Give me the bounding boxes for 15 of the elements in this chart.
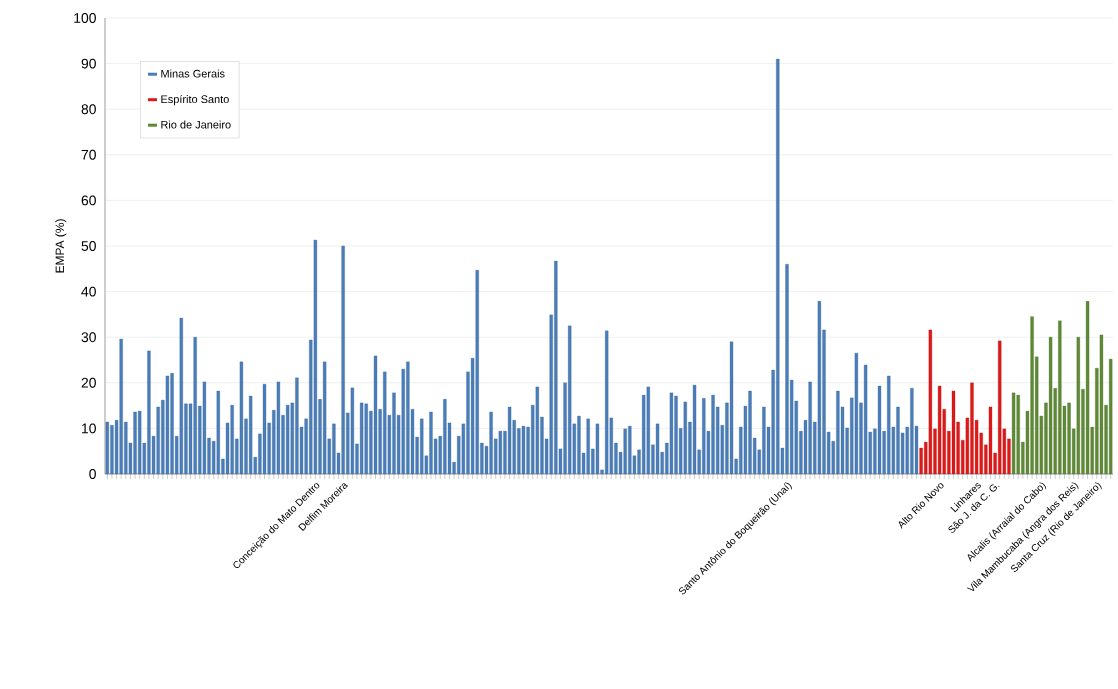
- y-tick-label: 60: [81, 195, 96, 206]
- y-tick-label: 30: [81, 332, 96, 343]
- y-tick-label: 40: [81, 286, 96, 297]
- y-tick-label: 80: [81, 104, 96, 115]
- y-axis-title: EMPA (%): [55, 219, 67, 273]
- legend-label: Minas Gerais: [161, 69, 225, 78]
- y-tick-label: 90: [81, 58, 96, 69]
- y-tick-label: 10: [82, 423, 96, 434]
- y-tick-label: 0: [89, 469, 96, 479]
- y-tick-label: 70: [81, 149, 96, 160]
- y-tick-label: 100: [74, 13, 96, 23]
- legend-label: Espírito Santo: [161, 94, 229, 106]
- legend-label: Rio de Janeiro: [161, 120, 231, 129]
- y-tick-label: 20: [81, 377, 96, 388]
- y-tick-label: 50: [81, 241, 96, 251]
